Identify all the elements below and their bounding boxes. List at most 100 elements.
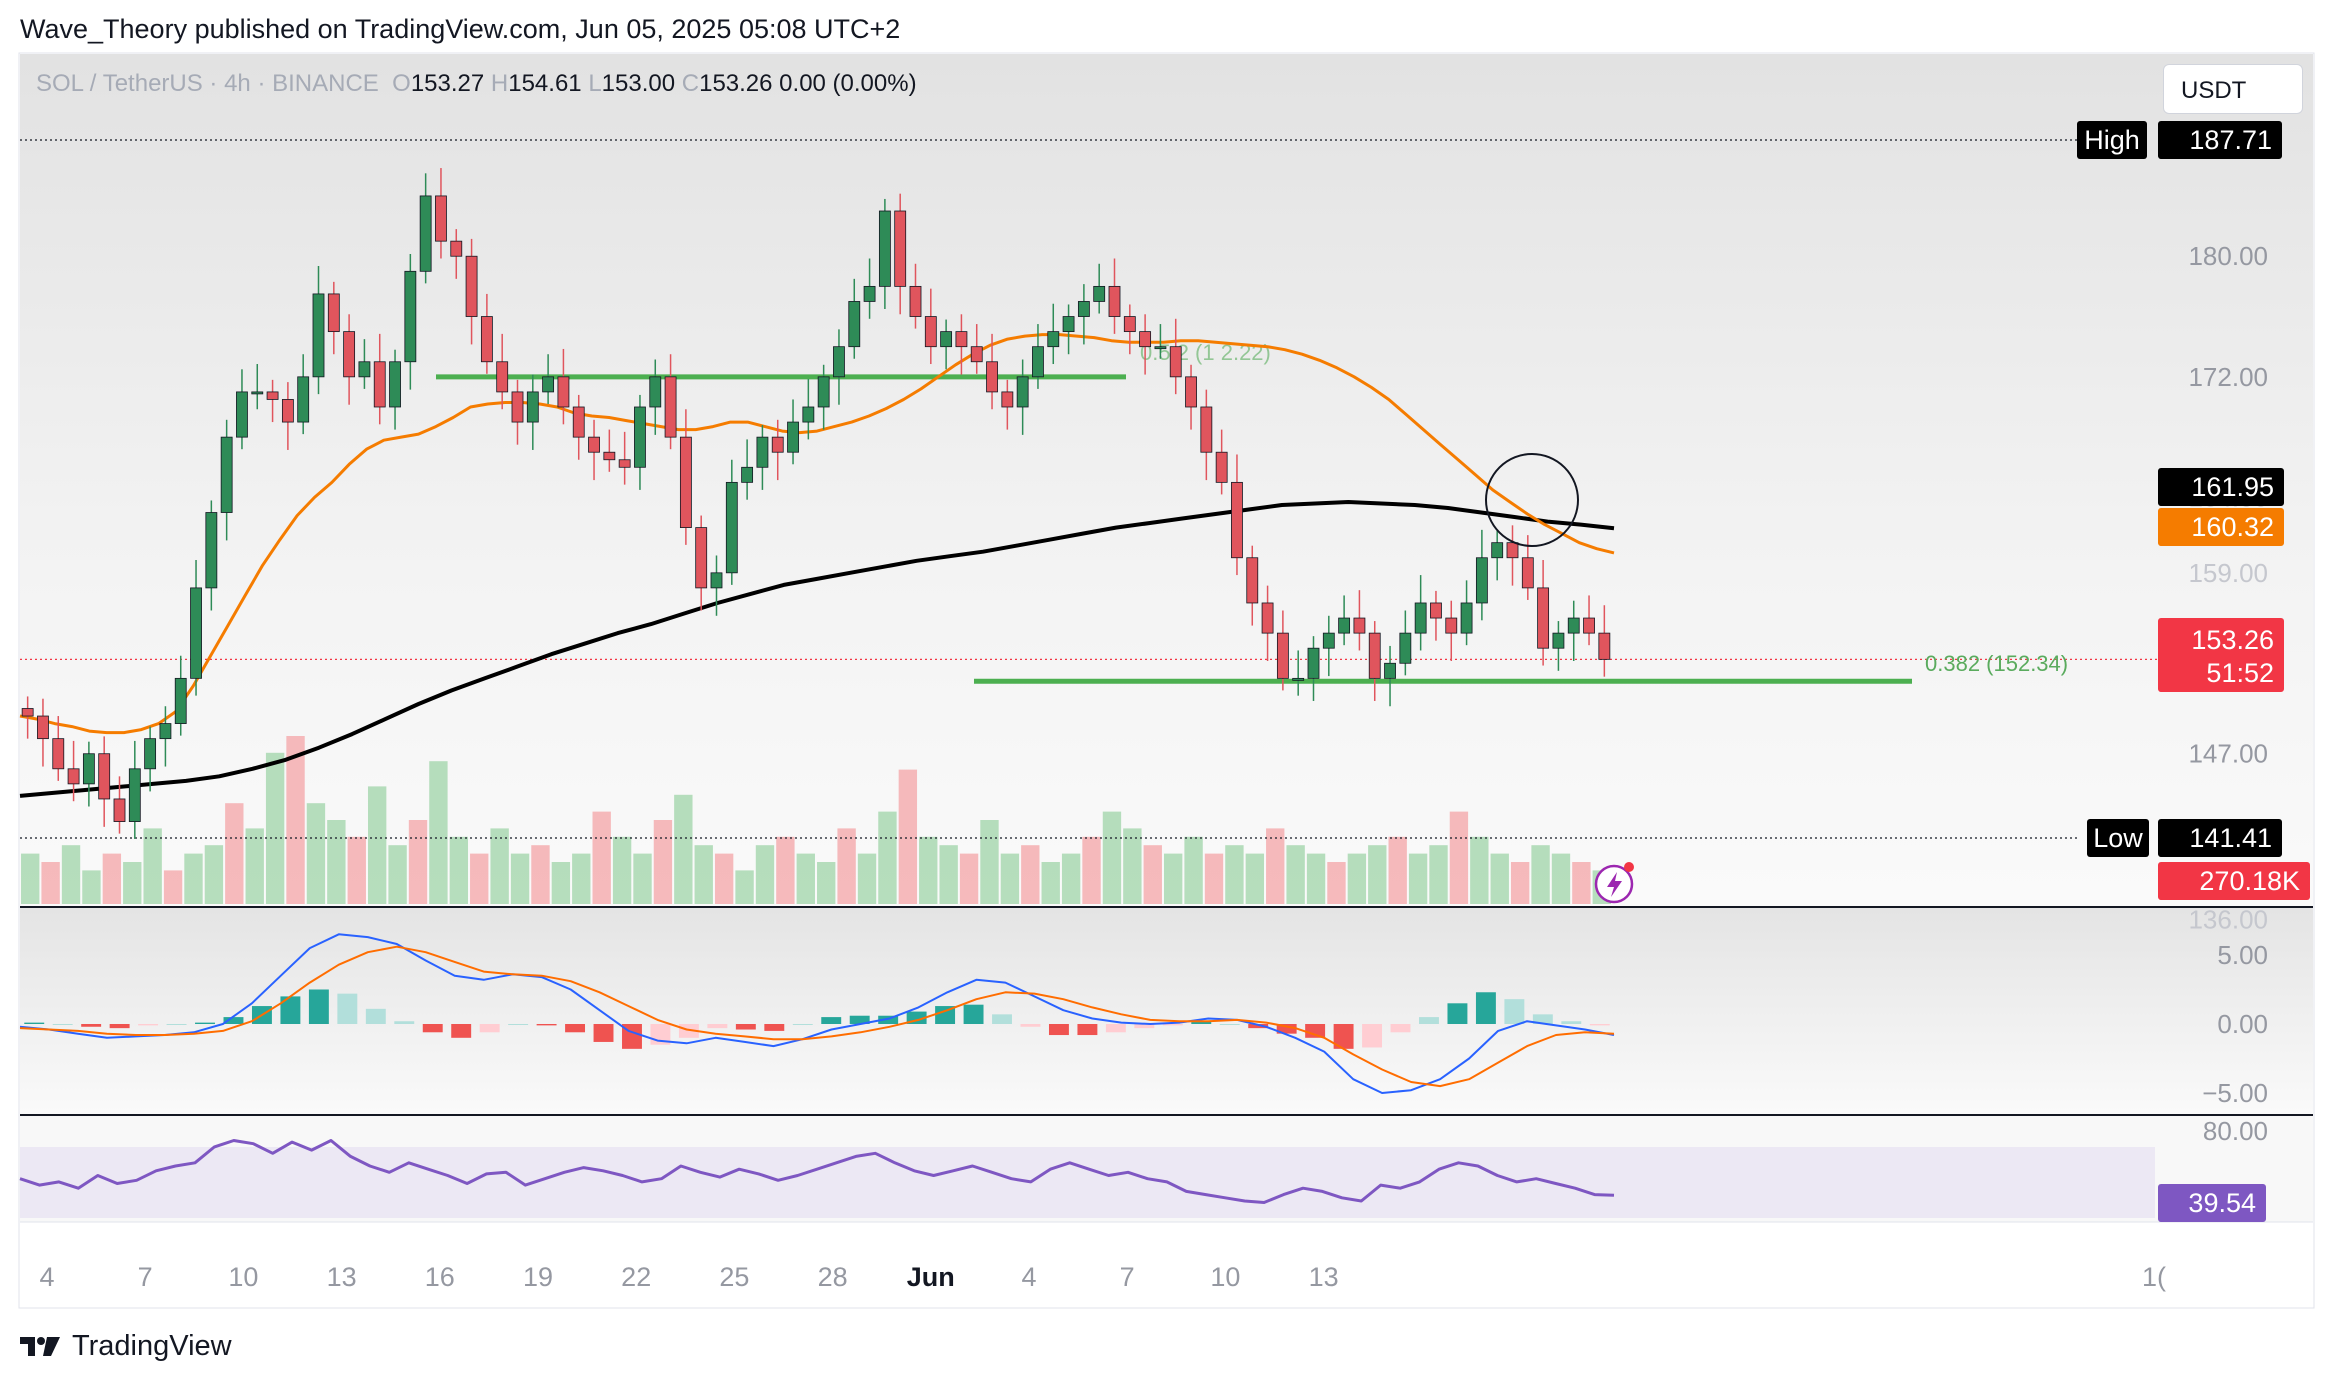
macd-histogram-bar: [1532, 1014, 1553, 1024]
time-axis-label: 13: [327, 1262, 357, 1292]
candle-up: [419, 195, 432, 272]
time-axis-label: 13: [1309, 1262, 1339, 1292]
macd-histogram-bar: [1475, 992, 1496, 1024]
volume-bar: [21, 853, 40, 904]
volume-bar: [1286, 845, 1305, 904]
macd-histogram-bar: [1248, 1024, 1269, 1029]
macd-histogram-bar: [508, 1024, 529, 1025]
candle-down: [1276, 632, 1289, 679]
volume-bar: [327, 820, 346, 904]
volume-tag: 270.18K: [2199, 866, 2300, 896]
volume-bar: [1266, 828, 1285, 904]
low-label-bg: [2087, 819, 2149, 857]
macd-histogram-bar: [365, 1008, 386, 1024]
volume-bar: [449, 836, 469, 904]
macd-histogram-bar: [337, 993, 358, 1024]
close-value: 153.26: [699, 70, 773, 97]
candle-up: [787, 421, 799, 453]
candle-up: [404, 270, 417, 363]
rsi-layer: [19, 1139, 1615, 1204]
macd-histogram-bar: [1162, 1024, 1183, 1026]
candle-up: [1154, 346, 1167, 350]
price-pane[interactable]: [20, 54, 2313, 906]
candle-down: [970, 346, 983, 363]
candle-up: [159, 723, 172, 740]
candle-up: [526, 391, 539, 423]
candle-up: [1399, 632, 1412, 664]
macd-histogram-bar: [565, 1024, 586, 1033]
macd-histogram-bar: [1105, 1024, 1126, 1033]
symbol-ohlc-bar: SOL / TetherUS · 4h · BINANCE O 153.27 H…: [36, 70, 917, 98]
volume-bar: [367, 786, 387, 904]
countdown-tag: 51:52: [2206, 658, 2274, 688]
macd-histogram-bar: [394, 1021, 415, 1024]
volume-bar: [61, 845, 81, 904]
candle-down: [1185, 376, 1197, 408]
macd-pane[interactable]: [20, 908, 2313, 1114]
macd-histogram-bar: [1447, 1003, 1468, 1024]
alert-lightning-icon[interactable]: [1594, 862, 1634, 904]
candle-down: [618, 459, 631, 468]
tradingview-logo-icon[interactable]: [20, 1334, 62, 1358]
volume-bar: [1572, 862, 1591, 904]
macd-histogram-bar: [109, 1024, 130, 1029]
rsi-tag-bg: [2158, 1184, 2266, 1222]
volume-bar: [408, 820, 428, 904]
close-label: C: [681, 70, 700, 97]
macd-histogram-bar: [678, 1024, 699, 1038]
macd-histogram-bar: [1333, 1024, 1354, 1049]
rsi-line: [19, 1139, 1615, 1204]
volume-bar: [653, 820, 673, 904]
volume-bar: [102, 853, 122, 904]
macd-histogram-bar: [735, 1024, 756, 1030]
high-label: High: [2084, 125, 2140, 155]
candle-up: [741, 466, 754, 483]
volume-bar: [1531, 845, 1550, 904]
volume-bar: [1347, 853, 1367, 904]
candle-down: [373, 361, 386, 408]
candle-up: [817, 376, 830, 408]
candle-down: [1430, 602, 1442, 619]
macd-axis-label: 0.00: [2217, 1009, 2268, 1039]
candle-down: [894, 210, 907, 287]
candle-down: [1231, 481, 1243, 559]
macd-layer: [19, 933, 1615, 1094]
macd-histogram-bar: [1048, 1024, 1069, 1036]
volume-bar: [1551, 853, 1571, 904]
volume-bar: [1225, 845, 1244, 904]
macd-histogram-bar: [166, 1024, 187, 1025]
tradingview-brand[interactable]: TradingView: [72, 1329, 232, 1362]
candle-down: [1537, 587, 1550, 649]
volume-bar: [1470, 836, 1489, 904]
candle-down: [52, 738, 65, 770]
time-axis[interactable]: 4 7 10 13 16 19 22 25 28 Jun 4 7 10 13 1(: [39, 1262, 2166, 1292]
candle-down: [37, 715, 49, 740]
high-value-tag-bg: [2158, 121, 2282, 159]
crossover-circle[interactable]: [1485, 453, 1579, 547]
candle-down: [1261, 602, 1274, 634]
macd-histogram-bar: [195, 1022, 215, 1024]
volume-bar: [1061, 853, 1081, 904]
volume-bar: [306, 803, 326, 904]
candle-down: [281, 399, 294, 423]
time-axis-label: Jun: [907, 1262, 955, 1292]
macd-histogram-bar: [1362, 1024, 1383, 1048]
time-axis-label: 4: [39, 1262, 54, 1292]
volume-bar: [837, 828, 856, 904]
symbol-name[interactable]: SOL / TetherUS · 4h · BINANCE: [36, 70, 379, 97]
volume-bar: [490, 828, 509, 904]
volume-bar: [41, 862, 60, 904]
candle-down: [496, 361, 509, 393]
macd-histogram-bar: [849, 1015, 870, 1024]
volume-bar: [714, 853, 734, 904]
candle-up: [940, 331, 953, 348]
price-axis-label-muted: 159.00: [2188, 558, 2268, 588]
macd-histogram-bar: [52, 1024, 73, 1025]
candle-down: [465, 255, 478, 317]
currency-button[interactable]: USDT: [2163, 64, 2303, 114]
time-axis-label: 28: [818, 1262, 848, 1292]
candle-up: [174, 677, 187, 724]
macd-histogram-bar: [1419, 1017, 1439, 1024]
candle-down: [1200, 406, 1213, 453]
